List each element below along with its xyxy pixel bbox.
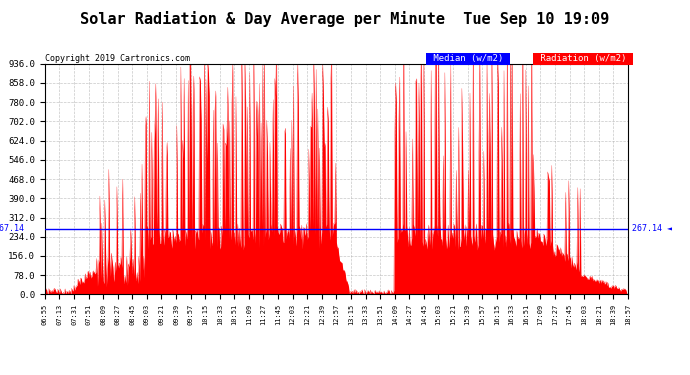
Text: Radiation (w/m2): Radiation (w/m2) [535,54,631,63]
Text: Copyright 2019 Cartronics.com: Copyright 2019 Cartronics.com [45,54,190,63]
Text: Median (w/m2): Median (w/m2) [428,54,509,63]
Text: Solar Radiation & Day Average per Minute  Tue Sep 10 19:09: Solar Radiation & Day Average per Minute… [80,11,610,27]
Text: 267.14 ◄: 267.14 ◄ [632,224,672,233]
Text: ▶ 267.14: ▶ 267.14 [0,224,23,233]
